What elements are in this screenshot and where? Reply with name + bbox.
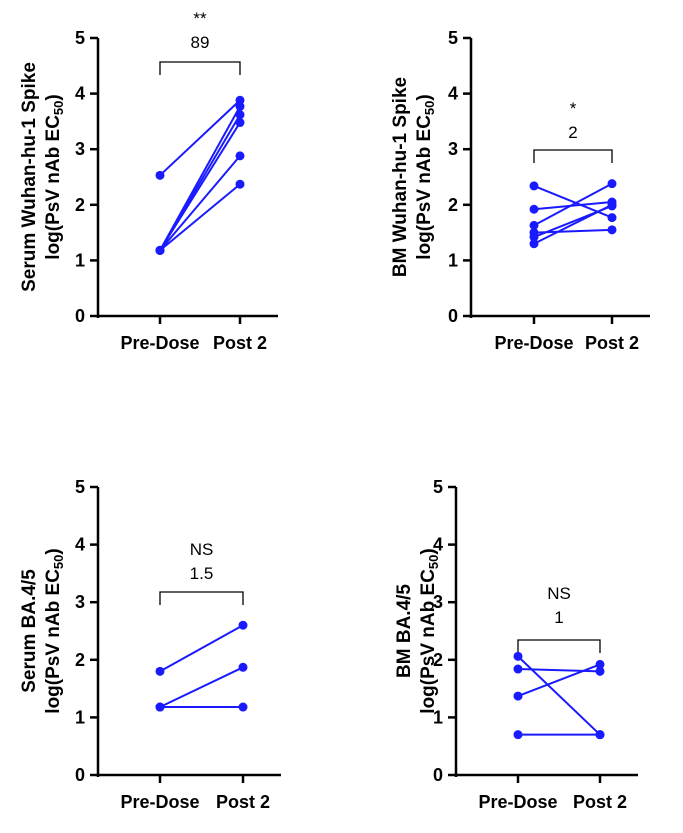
data-point-post-2	[235, 179, 245, 189]
x-category-label: Post 2	[585, 333, 639, 353]
significance-label: **	[193, 9, 207, 28]
paired-line	[159, 155, 241, 252]
data-point-post-2	[595, 730, 605, 740]
paired-line	[533, 182, 613, 227]
y-tick-label: 5	[433, 477, 443, 497]
y-tick-label: 5	[448, 28, 458, 48]
data-point-pre-dose	[155, 170, 165, 180]
paired-line	[159, 121, 241, 251]
paired-line	[517, 668, 601, 673]
data-point-pre-dose	[529, 232, 539, 242]
y-axis-title-line2: log(PsV nAb EC50)	[414, 94, 437, 259]
data-point-pre-dose	[513, 730, 523, 740]
data-point-post-2	[238, 662, 248, 672]
significance-bracket	[159, 61, 241, 75]
x-category-label: Post 2	[213, 333, 267, 353]
data-point-post-2	[607, 213, 617, 223]
y-axis-title-line1: BM Wuhan-hu-1 Spike	[390, 77, 411, 277]
y-axis-title-line2: log(PsV nAb EC50)	[43, 94, 66, 259]
data-point-post-2	[235, 110, 245, 120]
y-axis-title-line1: Serum BA.4/5	[19, 569, 40, 693]
significance-bracket	[159, 591, 244, 605]
data-point-post-2	[235, 101, 245, 111]
y-tick-label: 1	[75, 707, 85, 727]
y-tick-label: 4	[448, 84, 458, 104]
y-tick-label: 0	[75, 306, 85, 326]
data-point-post-2	[238, 620, 248, 630]
panel-top-right: 0 1 2 3 4 5 Pre-Dose Post 2 BM Wuhan-hu-1 Spike l…	[390, 28, 650, 353]
significance-bracket	[533, 149, 613, 163]
fold-change-label: 89	[191, 33, 210, 52]
data-point-pre-dose	[529, 239, 539, 249]
fold-change-label: 2	[568, 123, 577, 142]
data-point-pre-dose	[513, 651, 523, 661]
y-axis-title-line1: Serum Wuhan-hu-1 Spike	[19, 62, 40, 292]
significance-label: NS	[190, 540, 214, 559]
data-point-post-2	[607, 225, 617, 235]
y-tick-label: 4	[433, 535, 443, 555]
fold-change-label: 1.5	[190, 564, 214, 583]
x-category-label: Post 2	[216, 792, 270, 812]
panel-top-left: 0 1 2 3 4 5 Pre-Dose Post 2 Serum Wuhan-hu-1 Spi…	[19, 9, 278, 353]
x-category-label: Pre-Dose	[478, 792, 557, 812]
y-tick-label: 0	[448, 306, 458, 326]
y-tick-label: 4	[75, 84, 85, 104]
data-point-post-2	[235, 151, 245, 161]
panel-bottom-left: 0 1 2 3 4 5 Pre-Dose Post 2 Serum BA.4/5 log(PsV …	[19, 477, 281, 812]
y-tick-label: 1	[448, 250, 458, 270]
y-tick-label: 1	[75, 250, 85, 270]
y-tick-label: 3	[448, 139, 458, 159]
data-point-pre-dose	[529, 220, 539, 230]
y-tick-label: 3	[75, 139, 85, 159]
data-point-post-2	[238, 702, 248, 712]
data-point-post-2	[235, 118, 245, 128]
y-tick-label: 2	[448, 195, 458, 215]
y-axis-title-line1: BM BA.4/5	[394, 584, 415, 678]
x-category-label: Pre-Dose	[494, 333, 573, 353]
significance-bracket	[517, 639, 601, 653]
x-category-label: Pre-Dose	[120, 792, 199, 812]
paired-line	[517, 663, 601, 698]
data-point-post-2	[607, 200, 617, 210]
data-point-pre-dose	[529, 204, 539, 214]
paired-line	[159, 183, 241, 252]
y-tick-label: 2	[433, 650, 443, 670]
y-axis-title-line2: log(PsV nAb EC50)	[418, 548, 441, 713]
fold-change-label: 1	[554, 608, 563, 627]
data-point-pre-dose	[529, 181, 539, 191]
significance-label: NS	[547, 584, 571, 603]
paired-line	[159, 666, 244, 708]
y-tick-label: 2	[75, 650, 85, 670]
data-point-pre-dose	[155, 245, 165, 255]
data-point-post-2	[607, 179, 617, 189]
y-tick-label: 3	[433, 592, 443, 612]
data-point-pre-dose	[513, 664, 523, 674]
paired-line	[533, 203, 613, 245]
data-point-pre-dose	[155, 666, 165, 676]
x-category-label: Post 2	[573, 792, 627, 812]
data-point-pre-dose	[513, 691, 523, 701]
significance-label: *	[570, 99, 577, 118]
y-tick-label: 4	[75, 535, 85, 555]
data-point-post-2	[595, 659, 605, 669]
y-tick-label: 5	[75, 477, 85, 497]
panel-bottom-right: 0 1 2 3 4 5 Pre-Dose Post 2 BM BA.4/5 log(PsV nAb…	[394, 477, 638, 812]
data-point-post-2	[595, 666, 605, 676]
y-tick-label: 5	[75, 28, 85, 48]
y-tick-label: 0	[75, 765, 85, 785]
y-tick-label: 3	[75, 592, 85, 612]
y-axis-title-line2: log(PsV nAb EC50)	[43, 548, 66, 713]
data-point-pre-dose	[155, 702, 165, 712]
y-tick-label: 0	[433, 765, 443, 785]
paired-line	[159, 99, 241, 177]
x-category-label: Pre-Dose	[120, 333, 199, 353]
y-tick-label: 2	[75, 195, 85, 215]
y-tick-label: 1	[433, 707, 443, 727]
paired-line	[159, 624, 244, 673]
